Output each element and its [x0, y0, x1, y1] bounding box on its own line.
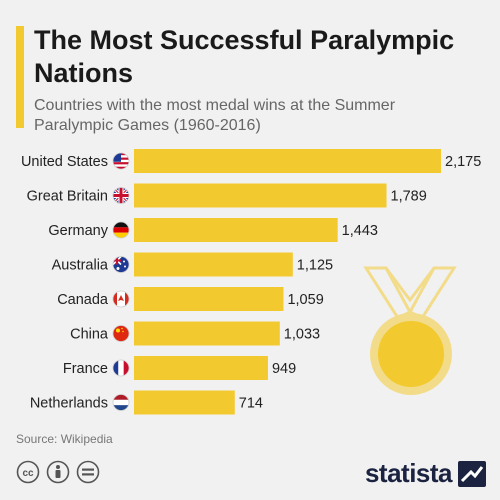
bar-canada: [134, 287, 284, 311]
cn-flag-icon: [112, 325, 130, 342]
value-label: 714: [239, 396, 263, 412]
bar-france: [134, 356, 268, 380]
category-label: Germany: [48, 223, 108, 239]
category-label: Netherlands: [30, 396, 108, 412]
ca-flag-icon: [112, 290, 130, 308]
category-label: Australia: [52, 258, 109, 274]
bar-netherlands: [134, 390, 235, 415]
value-label: 1,789: [391, 189, 427, 205]
category-label: France: [63, 361, 108, 377]
fr-flag-icon: [112, 359, 130, 377]
category-label: United States: [21, 154, 108, 170]
bar-australia: [134, 252, 293, 277]
equals-icon[interactable]: [76, 460, 100, 484]
statista-logo-icon: [458, 460, 486, 487]
category-label: Canada: [57, 292, 109, 308]
category-label: Great Britain: [27, 189, 108, 205]
de-flag-icon: [112, 221, 130, 239]
value-label: 2,175: [445, 154, 481, 170]
bar-china: [134, 321, 280, 346]
gb-flag-icon: [112, 187, 130, 204]
person-icon[interactable]: [46, 460, 70, 484]
cc-icon[interactable]: cc: [16, 460, 40, 484]
bar-chart: United States 2,175 Great Britain 1,789 Germ…: [21, 149, 481, 415]
brand-name: statista: [364, 458, 453, 488]
svg-text:cc: cc: [22, 468, 34, 479]
value-label: 1,059: [287, 292, 323, 308]
bar-great-britain: [134, 183, 387, 208]
medal-icon: [363, 266, 457, 395]
license-icons: cc: [16, 460, 100, 484]
statista-brand[interactable]: statista: [365, 458, 486, 489]
value-label: 1,125: [297, 258, 333, 274]
bar-united-states: [134, 149, 441, 173]
category-label: China: [70, 327, 109, 343]
value-label: 1,443: [342, 223, 378, 239]
nl-flag-icon: [112, 394, 130, 411]
au-flag-icon: [112, 256, 130, 273]
title-accent-bar: [16, 26, 24, 128]
chart-title: The Most Successful Paralympic Nations: [34, 25, 455, 88]
source-note: Source: Wikipedia: [16, 432, 113, 446]
value-label: 949: [272, 361, 296, 377]
bar-germany: [134, 218, 338, 242]
us-flag-icon: [112, 152, 130, 170]
value-label: 1,033: [284, 327, 320, 343]
chart-subtitle: Countries with the most medal wins at th…: [34, 97, 396, 134]
